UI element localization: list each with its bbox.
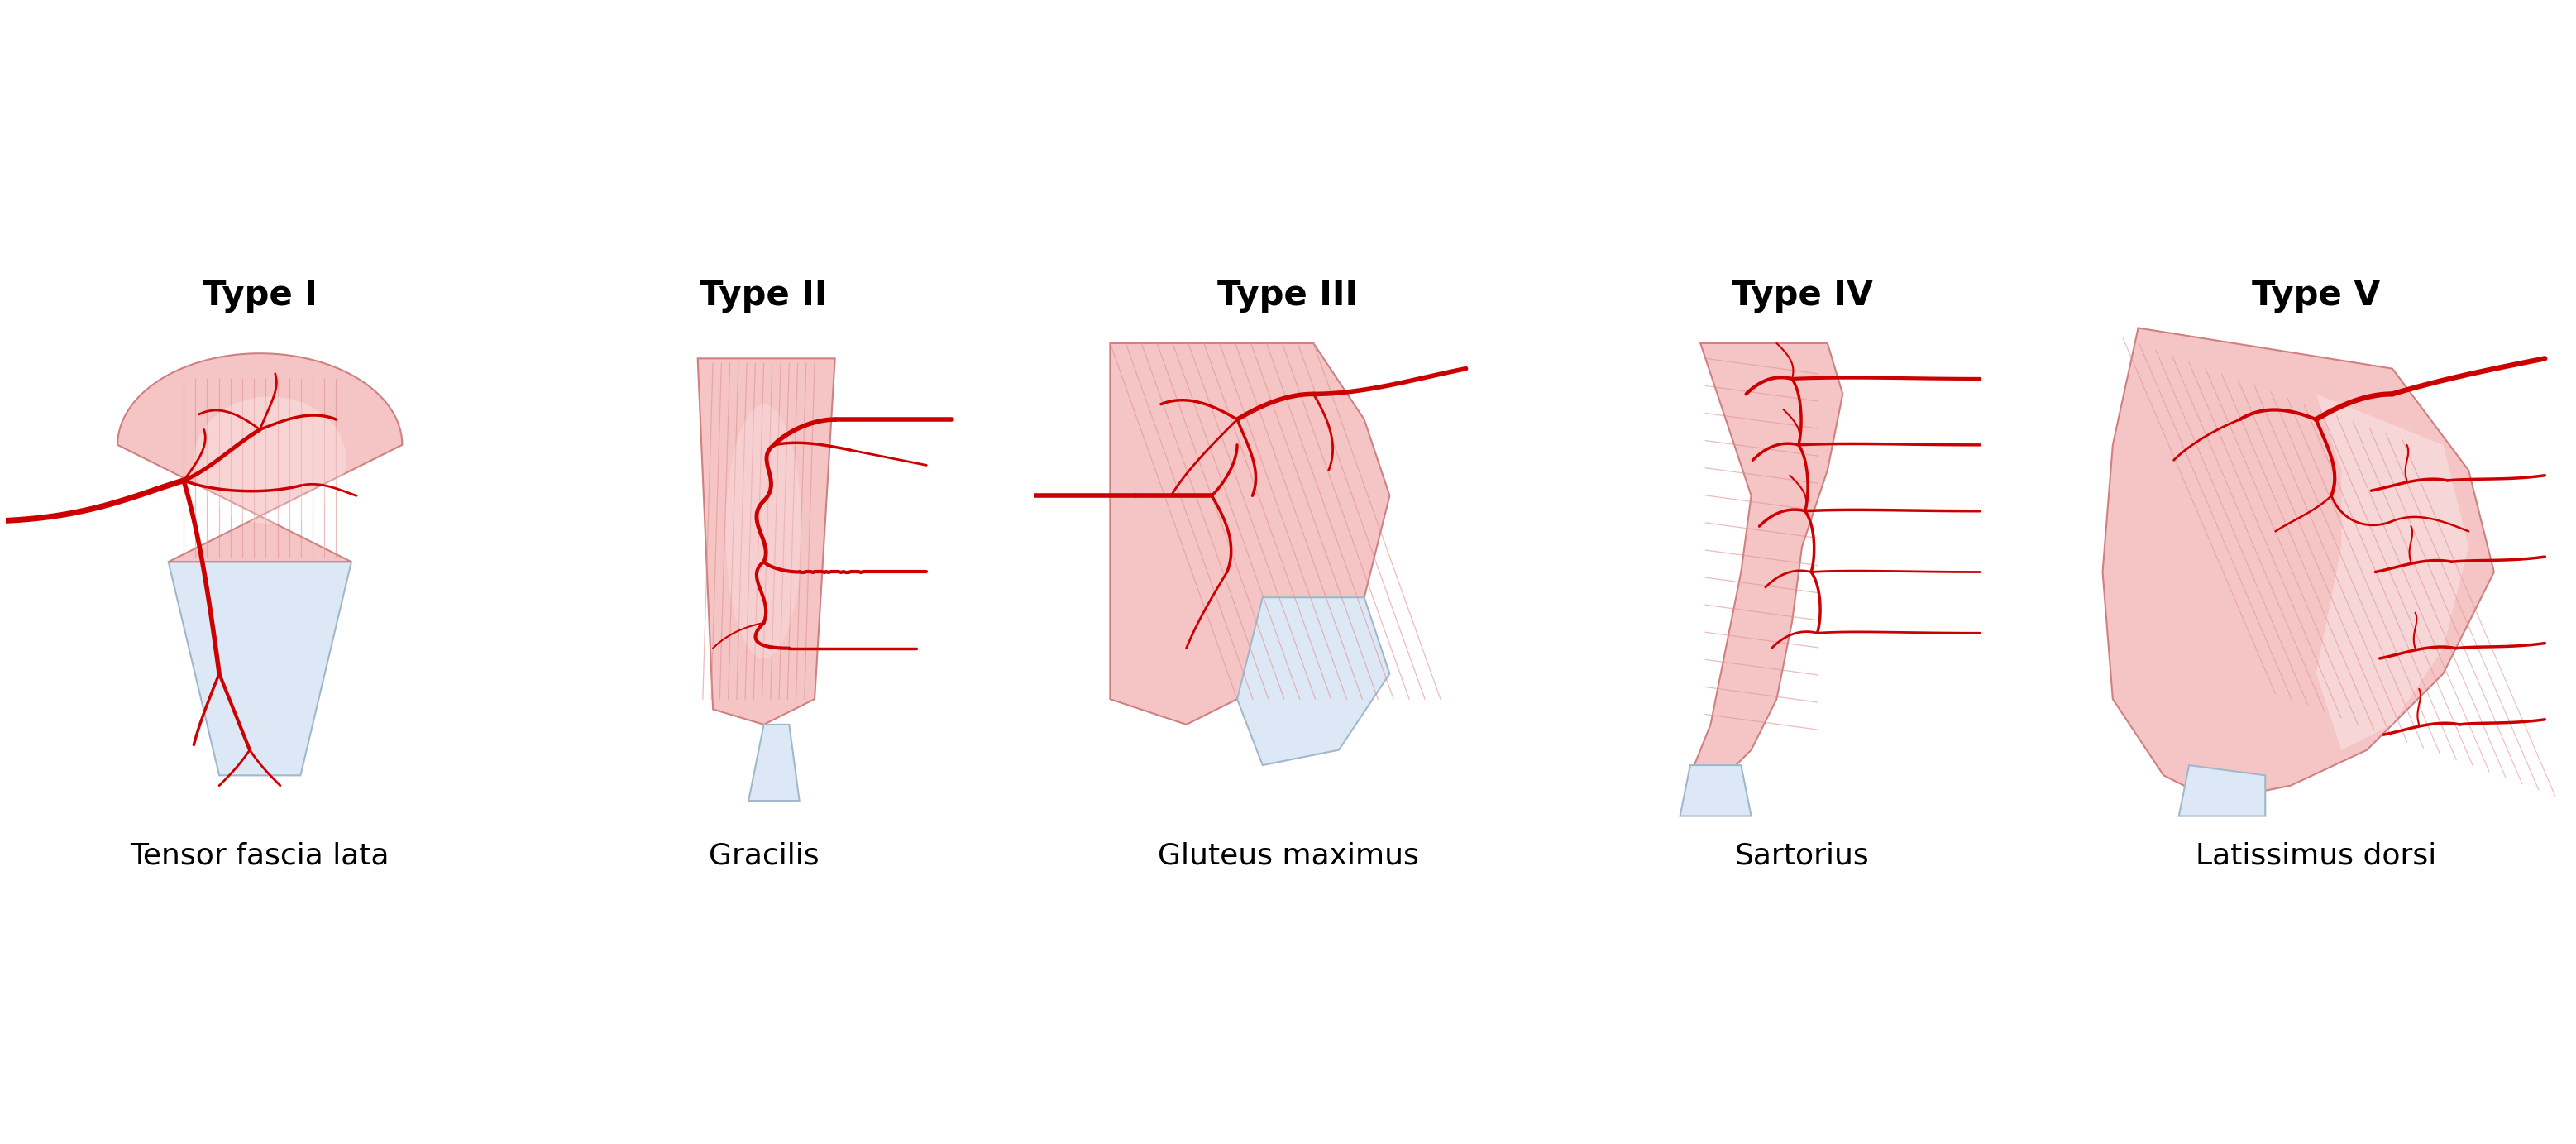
Polygon shape [750, 724, 799, 801]
Polygon shape [1680, 765, 1752, 816]
Text: Tensor fascia lata: Tensor fascia lata [131, 842, 389, 869]
Text: Type I: Type I [204, 278, 317, 312]
Text: Gracilis: Gracilis [708, 842, 819, 869]
Polygon shape [2316, 394, 2468, 750]
Text: Sartorius: Sartorius [1734, 842, 1870, 869]
Ellipse shape [726, 404, 801, 659]
Polygon shape [118, 353, 402, 562]
Text: Type IV: Type IV [1731, 278, 1873, 312]
Text: Gluteus maximus: Gluteus maximus [1157, 842, 1419, 869]
Polygon shape [2179, 765, 2264, 816]
Text: Type II: Type II [701, 278, 827, 312]
Polygon shape [1690, 343, 1842, 776]
Ellipse shape [193, 397, 345, 524]
Text: Type III: Type III [1218, 278, 1358, 312]
Polygon shape [698, 358, 835, 724]
Polygon shape [1110, 343, 1388, 724]
Polygon shape [2102, 328, 2494, 801]
Polygon shape [1236, 597, 1388, 765]
Text: Latissimus dorsi: Latissimus dorsi [2195, 842, 2437, 869]
Polygon shape [167, 562, 350, 776]
Text: Type V: Type V [2251, 278, 2380, 312]
